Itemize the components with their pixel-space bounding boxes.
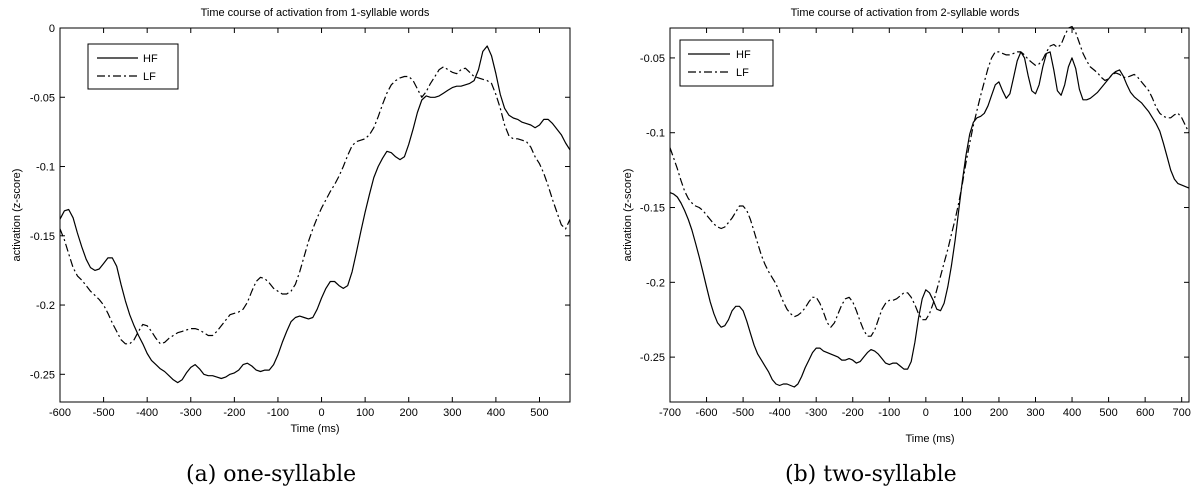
x-tick-label: -600 — [49, 407, 71, 419]
series-line-hf — [59, 45, 571, 384]
x-tick-label: 300 — [1026, 407, 1044, 419]
x-tick-label: -100 — [878, 407, 900, 419]
series-lines — [59, 45, 571, 384]
x-tick-label: 600 — [1136, 407, 1154, 419]
y-tick-label: 0 — [49, 23, 55, 35]
x-tick-label: 400 — [487, 407, 505, 419]
y-tick-label: -0.2 — [36, 300, 55, 312]
x-tick-label: 700 — [1173, 407, 1191, 419]
x-axis-label: Time (ms) — [290, 423, 339, 435]
x-tick-label: -400 — [769, 407, 791, 419]
legend-box — [679, 39, 774, 87]
x-tick-label: 0 — [923, 407, 929, 419]
chart-panel-one-syllable: Time course of activation from 1-syllabl… — [11, 7, 571, 435]
y-tick-label: -0.15 — [30, 231, 55, 243]
x-tick-label: -200 — [842, 407, 864, 419]
plot-area — [59, 27, 571, 403]
x-axis-label: Time (ms) — [905, 433, 954, 445]
x-tick-label: 500 — [530, 407, 548, 419]
series-line-lf — [669, 25, 1190, 337]
y-axis-label: activation (z-score) — [622, 169, 634, 262]
y-tick-label: -0.2 — [646, 277, 665, 289]
x-tick-label: 400 — [1063, 407, 1081, 419]
x-tick-label: 300 — [443, 407, 461, 419]
x-tick-label: 100 — [953, 407, 971, 419]
x-tick-label: 100 — [356, 407, 374, 419]
x-tick-label: -300 — [805, 407, 827, 419]
series-lines — [669, 25, 1190, 388]
x-tick-label: -600 — [696, 407, 718, 419]
chart-panel-two-syllable: Time course of activation from 2-syllabl… — [622, 7, 1191, 445]
x-tick-label: -300 — [180, 407, 202, 419]
legend-label-lf: LF — [736, 67, 749, 79]
y-tick-label: -0.1 — [646, 128, 665, 140]
x-tick-label: -500 — [93, 407, 115, 419]
x-tick-label: 200 — [400, 407, 418, 419]
y-tick-label: -0.05 — [30, 92, 55, 104]
chart-title: Time course of activation from 2-syllabl… — [791, 7, 1020, 19]
x-tick-label: -700 — [659, 407, 681, 419]
y-tick-label: -0.25 — [640, 352, 665, 364]
figure-caption-b: (b) two-syllable — [785, 462, 957, 487]
legend-box — [87, 43, 179, 90]
y-tick-label: -0.1 — [36, 162, 55, 174]
legend-label-lf: LF — [143, 71, 156, 83]
x-tick-label: 200 — [990, 407, 1008, 419]
x-tick-label: -200 — [223, 407, 245, 419]
y-tick-label: -0.15 — [640, 203, 665, 215]
legend: HF LF — [87, 43, 179, 90]
legend: HF LF — [679, 39, 774, 87]
plot-area — [669, 27, 1190, 403]
y-tick-label: -0.05 — [640, 53, 665, 65]
y-tick-label: -0.25 — [30, 369, 55, 381]
legend-label-hf: HF — [736, 49, 751, 61]
x-tick-label: -500 — [732, 407, 754, 419]
y-axis-label: activation (z-score) — [11, 169, 23, 262]
x-tick-label: 500 — [1099, 407, 1117, 419]
series-line-hf — [669, 51, 1190, 388]
axis-ticks: -700 -600 -500 -400 -300 -200 -100 0 100 200 300 40… — [640, 28, 1191, 419]
x-tick-label: 0 — [318, 407, 324, 419]
chart-title: Time course of activation from 1-syllabl… — [201, 7, 430, 19]
axis-ticks: -600 -500 -400 -300 -200 -100 0 100 200 300 400 500… — [30, 23, 570, 419]
legend-label-hf: HF — [143, 53, 158, 65]
x-tick-label: -400 — [136, 407, 158, 419]
x-tick-label: -100 — [267, 407, 289, 419]
figure-caption-a: (a) one-syllable — [186, 462, 357, 487]
series-line-lf — [59, 66, 571, 345]
